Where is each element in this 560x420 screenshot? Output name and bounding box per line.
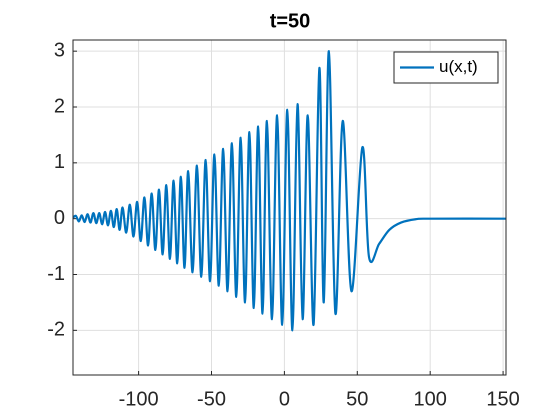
x-tick-label: 100 [414, 388, 447, 410]
data-line [73, 50, 506, 332]
x-tick-label: 150 [486, 388, 519, 410]
y-tick-label: 0 [54, 207, 65, 229]
y-tick-label: -1 [47, 263, 65, 285]
y-tick-label: 1 [54, 151, 65, 173]
plot-group [73, 50, 506, 332]
y-tick-label: 2 [54, 95, 65, 117]
x-tick-label: -100 [119, 388, 159, 410]
y-tick-label: -2 [47, 319, 65, 341]
x-tick-label: 50 [346, 388, 368, 410]
x-tick-label: -50 [197, 388, 226, 410]
y-tick-label: 3 [54, 39, 65, 61]
legend-label: u(x,t) [439, 57, 478, 76]
x-tick-label: 0 [279, 388, 290, 410]
axes-box [72, 39, 507, 376]
chart-title: t=50 [270, 10, 311, 32]
